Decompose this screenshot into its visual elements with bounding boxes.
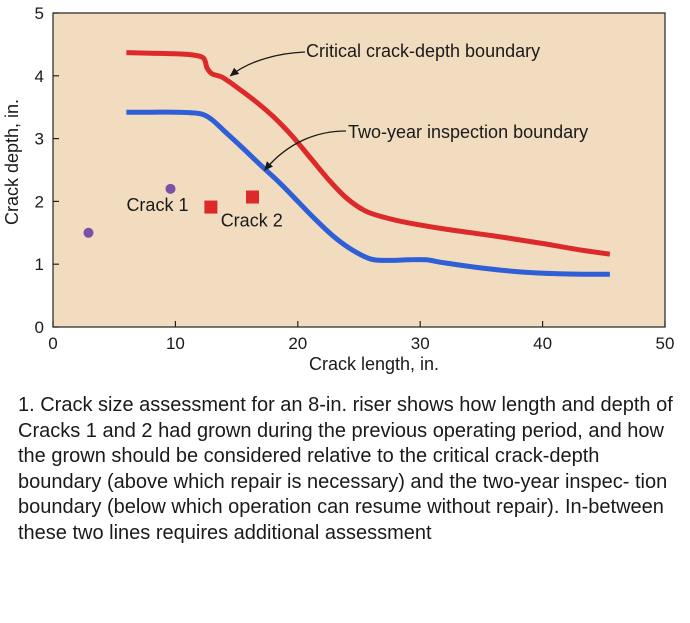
- series-lines: [126, 50, 611, 277]
- crack-2-marker: [204, 200, 218, 214]
- axes: 0 10 20 30 40 50 0 1 2 3 4 5: [35, 4, 675, 353]
- crack-2-marker: [246, 190, 260, 204]
- y-tick-label: 1: [35, 255, 44, 274]
- crack-2-label: Crack 2: [221, 211, 283, 231]
- inspection-boundary-label: Two-year inspection boundary: [348, 122, 588, 142]
- x-tick-label: 50: [656, 334, 675, 353]
- annotations: Critical crack-depth boundary Two-year in…: [126, 41, 588, 231]
- y-tick-label: 3: [35, 130, 44, 149]
- crack-markers: [83, 183, 260, 238]
- y-axis-title: Crack depth, in.: [2, 99, 22, 225]
- x-tick-label: 40: [533, 334, 552, 353]
- figure-caption: 1. Crack size assessment for an 8-in. ri…: [18, 394, 673, 544]
- critical-boundary-label: Critical crack-depth boundary: [306, 41, 540, 61]
- inspection-boundary-arrow: [264, 130, 347, 171]
- y-tick-label: 5: [35, 4, 44, 23]
- y-tick-label: 2: [35, 192, 44, 211]
- critical-boundary-line: [126, 50, 611, 257]
- y-tick-label: 4: [35, 67, 44, 86]
- critical-boundary-arrow: [229, 51, 306, 77]
- crack-1-marker: [83, 227, 94, 238]
- crack-size-chart: 0 10 20 30 40 50 0 1 2 3 4 5 Critical crack-depth b…: [2, 4, 675, 374]
- x-tick-label: 0: [48, 334, 57, 353]
- x-tick-label: 20: [288, 334, 307, 353]
- crack-1-marker: [165, 183, 176, 194]
- inspection-boundary-line: [126, 109, 610, 277]
- y-tick-label: 0: [35, 318, 44, 337]
- x-axis-title: Crack length, in.: [309, 354, 439, 374]
- crack-1-label: Crack 1: [126, 195, 188, 215]
- x-tick-label: 30: [411, 334, 430, 353]
- x-tick-label: 10: [166, 334, 185, 353]
